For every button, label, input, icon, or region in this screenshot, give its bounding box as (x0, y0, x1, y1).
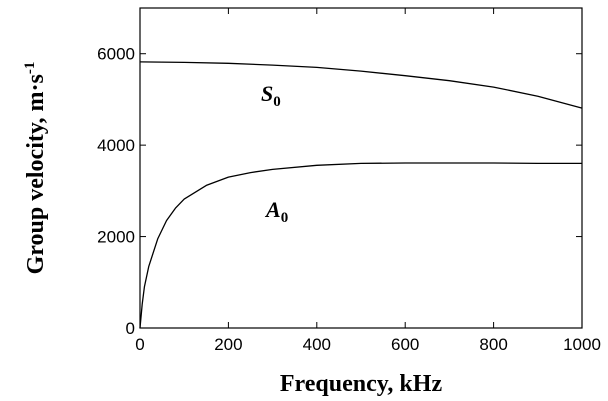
series-line-s0 (139, 61, 583, 109)
axis-ticks (139, 8, 583, 329)
x-tick-label: 1000 (563, 335, 601, 354)
x-tick-label: 0 (135, 335, 144, 354)
s0-label: S0 (261, 81, 281, 110)
a0-label: A0 (264, 197, 288, 226)
y-tick-label: 4000 (97, 136, 135, 155)
x-tick-label: 800 (479, 335, 507, 354)
y-tick-label: 2000 (97, 228, 135, 247)
series-line-a0 (139, 162, 582, 329)
y-tick-label: 6000 (97, 45, 135, 64)
y-tick-label: 0 (126, 319, 135, 338)
tick-labels: 0 200 400 600 800 1000 0 2000 4000 6000 (97, 45, 601, 354)
y-axis-title: Group velocity, m·s-1 (22, 62, 49, 275)
x-tick-label: 600 (391, 335, 419, 354)
x-axis-title: Frequency, kHz (280, 371, 443, 397)
x-tick-label: 200 (214, 335, 242, 354)
series-layer (139, 61, 583, 329)
x-tick-label: 400 (303, 335, 331, 354)
plot-frame (139, 7, 583, 329)
